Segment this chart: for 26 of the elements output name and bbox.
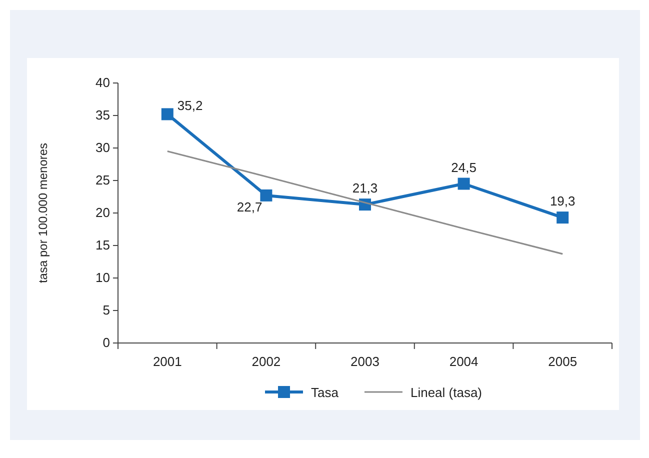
x-tick-label: 2005 — [548, 354, 578, 370]
y-tick-label: 25 — [96, 172, 110, 188]
y-tick-label: 5 — [102, 302, 110, 318]
x-tick-label: 2001 — [152, 354, 182, 370]
legend-label: Lineal (tasa) — [410, 385, 482, 400]
y-tick-label: 35 — [96, 108, 110, 123]
point — [556, 212, 569, 224]
data-label: 35,2 — [177, 98, 203, 114]
data-label: 22,7 — [236, 199, 262, 214]
data-label: 21,3 — [352, 180, 378, 196]
legend-label: Tasa — [311, 385, 340, 400]
data-label: 19,3 — [550, 194, 576, 209]
y-tick-label: 30 — [96, 140, 110, 156]
x-tick-label: 2003 — [350, 354, 380, 370]
x-tick-label: 2004 — [449, 354, 478, 370]
x-tick-label: 2002 — [252, 354, 281, 370]
point — [458, 178, 470, 190]
y-tick-label: 15 — [96, 238, 110, 253]
y-tick-label: 0 — [102, 335, 110, 350]
point — [260, 189, 272, 202]
y-tick-label: 10 — [96, 270, 110, 286]
y-axis-title: tasa por 100.000 menores — [36, 142, 50, 284]
data-label: 24,5 — [451, 160, 476, 175]
point — [161, 108, 174, 120]
y-tick-label: 40 — [96, 75, 110, 90]
y-tick-label: 20 — [96, 205, 110, 220]
